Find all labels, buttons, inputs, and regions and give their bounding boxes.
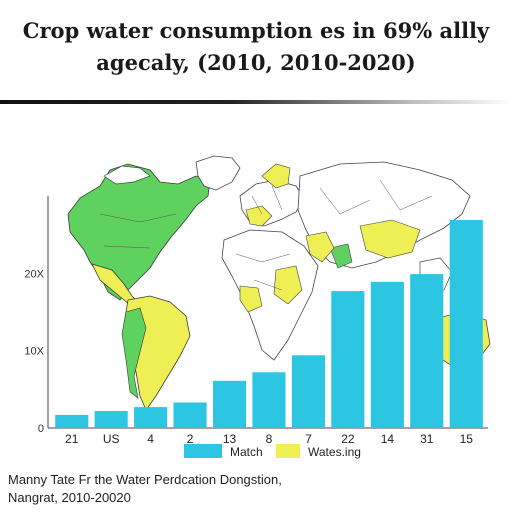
bar <box>291 355 325 428</box>
bar <box>252 372 286 428</box>
bar <box>55 414 89 428</box>
map-south-america-green <box>121 307 147 399</box>
map-scandinavia <box>261 163 291 189</box>
bar <box>134 407 168 428</box>
map-asia-yellow <box>359 219 421 259</box>
map-middle-east <box>305 231 335 263</box>
x-tick-label: 8 <box>266 432 273 446</box>
x-tick-label: 13 <box>223 432 237 446</box>
map-arctic-islands <box>103 165 151 185</box>
x-tick-label: 14 <box>381 432 395 446</box>
title-divider <box>0 100 512 104</box>
bars <box>55 220 483 428</box>
x-tick-label: 22 <box>341 432 355 446</box>
bar <box>449 220 483 428</box>
bar <box>173 402 207 428</box>
y-tick-label: 10X <box>24 346 44 358</box>
map-asia-green <box>329 243 353 269</box>
source-caption-line-2: Nangrat, 2010-20020 <box>8 490 131 505</box>
y-tick-label: 0 <box>38 423 44 435</box>
bar <box>94 411 128 428</box>
x-tick-label: 4 <box>147 432 154 446</box>
map-africa <box>221 229 319 361</box>
bar <box>410 274 444 428</box>
legend-swatch-match <box>184 444 222 458</box>
x-tick-label: US <box>103 432 120 446</box>
x-tick-label: 31 <box>420 432 434 446</box>
x-tick-label: 21 <box>65 432 79 446</box>
x-ticks: 21 US 4 2 13 8 7 22 14 31 15 <box>65 432 473 446</box>
bar <box>331 291 365 428</box>
bar <box>370 281 404 428</box>
y-ticks: 0 10X 20X <box>24 268 44 435</box>
legend-label-watering: Wates.ing <box>308 445 361 459</box>
map-africa-yellow-2 <box>239 285 263 313</box>
chart-title-line-2: agecaly, (2010, 2010-2020) <box>96 50 416 75</box>
source-caption-line-1: Manny Tate Fr the Water Perdcation Dongs… <box>8 472 282 487</box>
x-tick-label: 15 <box>460 432 474 446</box>
map-greenland <box>195 155 241 191</box>
chart-title-line-1: Crop water consumption es in 69% allly <box>22 18 490 43</box>
map-north-america <box>67 163 211 301</box>
legend: Match Wates.ing <box>184 444 361 459</box>
map-borders <box>99 179 433 291</box>
legend-swatch-watering <box>276 444 300 458</box>
y-tick-label: 20X <box>24 268 44 280</box>
map-africa-yellow <box>273 265 303 305</box>
bar <box>213 380 247 428</box>
map-europe-yellow <box>245 205 273 227</box>
x-tick-label: 2 <box>187 432 194 446</box>
x-tick-label: 7 <box>305 432 312 446</box>
legend-label-match: Match <box>230 445 263 459</box>
